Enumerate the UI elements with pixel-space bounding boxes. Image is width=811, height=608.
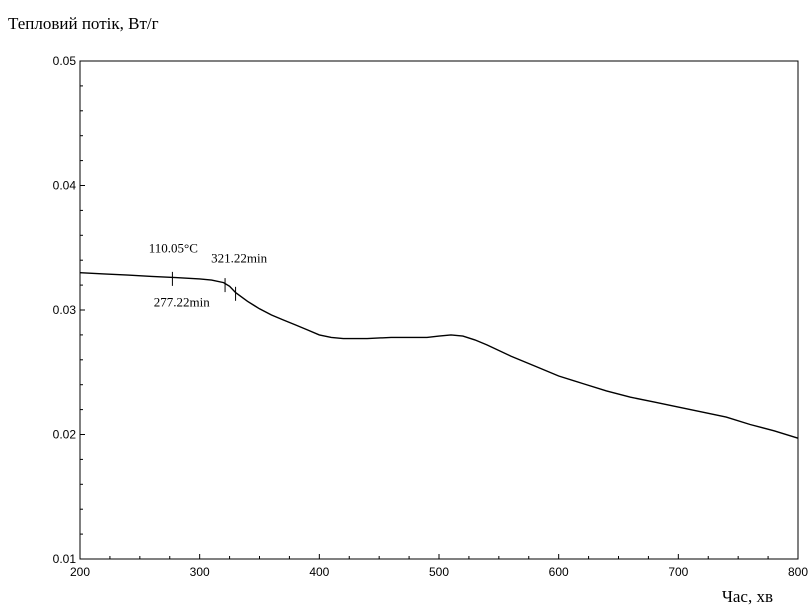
x-tick-label: 800 [788, 565, 808, 579]
annotation-label: 277.22min [154, 294, 210, 309]
x-tick-label: 300 [190, 565, 210, 579]
y-tick-label: 0.02 [53, 428, 77, 442]
x-tick-label: 500 [429, 565, 449, 579]
plot-frame [79, 60, 799, 560]
annotation-label: 321.22min [211, 251, 267, 266]
y-tick-label: 0.05 [53, 54, 77, 68]
x-tick-label: 600 [549, 565, 569, 579]
plot-area: 200 300 400 500 600 700 800 0.01 0.02 0.03 0.04 0.0… [53, 54, 809, 579]
x-tick-label: 700 [668, 565, 688, 579]
y-tick-label: 0.04 [53, 179, 77, 193]
x-axis-label: Час, хв [722, 587, 773, 606]
y-tick-label: 0.03 [53, 303, 77, 317]
x-tick-label: 200 [70, 565, 90, 579]
y-axis-label: Тепловий потік, Вт/г [8, 14, 159, 33]
heat-flow-line [79, 272, 799, 439]
y-tick-label: 0.01 [53, 552, 77, 566]
annotation-label: 110.05°C [149, 241, 198, 256]
x-tick-label: 400 [309, 565, 329, 579]
